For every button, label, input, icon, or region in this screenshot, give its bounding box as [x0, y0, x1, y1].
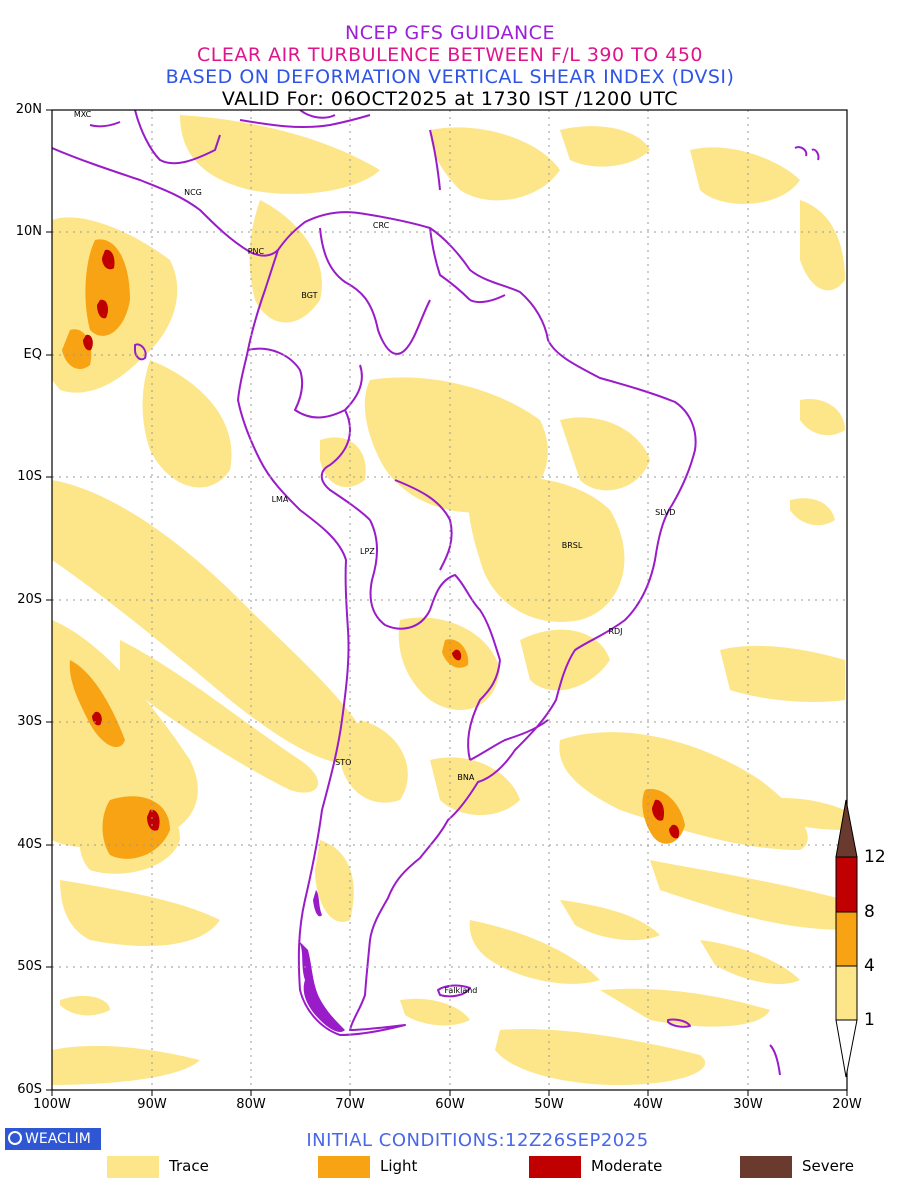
lat-label: 10N — [15, 224, 42, 239]
lat-label: 20N — [15, 102, 42, 117]
lon-label: 70W — [335, 1097, 365, 1112]
colorbar-none — [835, 1019, 858, 1078]
legend-label: Severe — [802, 1157, 854, 1175]
title-method: BASED ON DEFORMATION VERTICAL SHEAR INDE… — [165, 66, 735, 88]
colorbar-trace — [835, 965, 858, 1021]
lon-label: 90W — [137, 1097, 167, 1112]
legend-swatch — [318, 1156, 370, 1178]
lon-label: 60W — [435, 1097, 465, 1112]
title-source: NCEP GFS GUIDANCE — [345, 22, 555, 44]
lat-label: 60S — [17, 1082, 42, 1097]
city-label-lma: LMA — [271, 494, 289, 504]
colorbar — [835, 799, 858, 1078]
city-label-ncg: NCG — [184, 188, 202, 198]
city-label-slvd: SLVD — [655, 508, 676, 518]
lon-label: 80W — [236, 1097, 266, 1112]
legend-swatch — [107, 1156, 159, 1178]
moderate-turbulence-areas — [83, 249, 680, 839]
city-label-falkland: Falkland — [444, 985, 478, 995]
lon-label: 40W — [633, 1097, 663, 1112]
city-label-mxc: MXC — [73, 109, 92, 119]
lon-label: 20W — [832, 1097, 862, 1112]
city-label-rdj: RDJ — [608, 626, 623, 636]
title-product: CLEAR AIR TURBULENCE BETWEEN F/L 390 TO … — [196, 44, 704, 66]
trace-turbulence-areas — [52, 115, 845, 1085]
city-label-crc: CRC — [372, 221, 390, 231]
lat-label: EQ — [23, 347, 42, 362]
city-label-bna: BNA — [457, 772, 475, 782]
legend-label: Light — [380, 1157, 418, 1175]
coastlines-and-borders — [52, 110, 820, 1076]
brand-logo: WEACLIM — [5, 1128, 101, 1150]
lat-label: 20S — [17, 592, 42, 607]
lon-label: 30W — [733, 1097, 763, 1112]
city-label-pnc: PNC — [247, 247, 265, 257]
lat-label: 40S — [17, 837, 42, 852]
legend-swatch — [529, 1156, 581, 1178]
colorbar-light — [835, 911, 858, 967]
patagonia-coast-detail — [298, 890, 345, 1032]
brand-name: WEACLIM — [25, 1131, 91, 1147]
lat-label: 10S — [17, 469, 42, 484]
colorbar-label: 12 — [864, 847, 886, 867]
city-label-bgt: BGT — [301, 291, 318, 301]
initial-conditions: INITIAL CONDITIONS:12Z26SEP2025 — [306, 1130, 649, 1151]
lon-label: 50W — [534, 1097, 564, 1112]
legend-label: Trace — [169, 1157, 209, 1175]
legend-label: Moderate — [591, 1157, 663, 1175]
legend-swatch — [740, 1156, 792, 1178]
lat-lon-grid — [52, 110, 847, 1090]
lon-label: 100W — [33, 1097, 71, 1112]
axis-ticks — [46, 109, 848, 1096]
copyright-circle-icon — [8, 1131, 22, 1145]
colorbar-label: 8 — [864, 902, 875, 922]
city-label-lpz: LPZ — [360, 547, 375, 557]
colorbar-label: 1 — [864, 1010, 875, 1030]
city-label-brsl: BRSL — [561, 541, 583, 551]
colorbar-label: 4 — [864, 956, 875, 976]
title-valid-time: VALID For: 06OCT2025 at 1730 IST /1200 U… — [221, 88, 679, 110]
colorbar-moderate — [835, 856, 858, 913]
lat-label: 30S — [17, 714, 42, 729]
city-label-sto: STO — [335, 757, 352, 767]
lat-label: 50S — [17, 959, 42, 974]
